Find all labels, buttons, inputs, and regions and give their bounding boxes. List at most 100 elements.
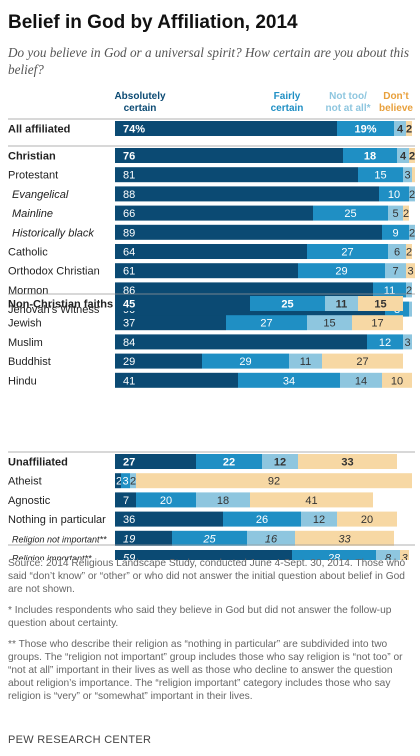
bar-row: Muslim 84 12 3 <box>8 334 412 350</box>
legend: Absolutely certain Fairly certain Not too/… <box>114 91 413 114</box>
data-label: 18 <box>217 495 229 507</box>
data-label: 2 <box>403 208 409 220</box>
data-label: 2 <box>406 247 412 259</box>
data-label: 28 <box>327 553 341 561</box>
bar-segment <box>301 511 337 527</box>
data-label: 27 <box>341 247 353 259</box>
bar-segment <box>115 148 343 163</box>
data-label: 27 <box>260 318 272 330</box>
bar-segment <box>406 263 415 279</box>
bar-segment <box>295 530 394 546</box>
bar-segment <box>250 296 325 311</box>
bar-segment <box>115 282 373 298</box>
data-label: 34 <box>283 375 295 387</box>
bar-segment <box>115 511 223 527</box>
bar-segment <box>136 473 412 489</box>
bar-segment <box>238 372 340 388</box>
data-label: 8 <box>385 553 392 561</box>
bar-segment <box>337 511 397 527</box>
data-label: 64 <box>123 247 135 259</box>
data-label: 7 <box>392 266 398 278</box>
data-label: 27 <box>123 457 135 469</box>
data-label: 19 <box>123 533 135 545</box>
bar-row: Unaffiliated 27 22 12 33 <box>8 454 397 469</box>
category-label: Mainline <box>12 208 53 220</box>
category-label: Unaffiliated <box>8 457 68 469</box>
bar-segment <box>367 334 403 350</box>
data-label: 45 <box>123 299 135 311</box>
data-label: 18 <box>364 151 376 163</box>
bar-segment <box>115 296 250 311</box>
bar-segment <box>115 473 121 489</box>
bar-row: Atheist 2 3 2 92 <box>8 473 412 489</box>
data-label: 41 <box>305 495 317 507</box>
bar-segment <box>340 372 382 388</box>
data-label: 81 <box>123 170 135 182</box>
bar-segment <box>115 334 367 350</box>
data-label: 11 <box>384 285 395 297</box>
category-label: Buddhist <box>8 356 51 368</box>
bar-segment <box>307 244 388 259</box>
chart-title: Belief in God by Affiliation, 2014 <box>8 12 298 33</box>
bar-segment <box>115 372 238 388</box>
bar-segment <box>403 167 412 183</box>
data-label: 7 <box>123 495 129 507</box>
bar-segment <box>115 121 337 136</box>
bar-row: Orthodox Christian 61 29 7 3 <box>8 263 415 279</box>
category-label: Religion not important** <box>12 534 107 544</box>
category-label: Jehovah's Witness <box>8 304 100 316</box>
bar-row: Non-Christian faiths 45 25 11 15 <box>8 296 403 311</box>
bar-segment <box>400 550 409 560</box>
bar-segment <box>115 353 202 369</box>
data-label: 15 <box>374 170 386 182</box>
bar-row: All affiliated 74% 19% 4 2 <box>8 121 412 136</box>
bar-segment <box>292 550 376 560</box>
category-label: Religion important** <box>12 554 92 561</box>
data-label: 11 <box>300 356 311 368</box>
bar-segment <box>376 550 400 560</box>
data-label: 84 <box>123 337 135 349</box>
data-label: 6 <box>394 247 400 259</box>
data-label: 59 <box>123 553 135 561</box>
bar-segment <box>172 530 247 546</box>
bar-segment <box>202 353 289 369</box>
bar-segment <box>115 263 298 279</box>
category-label: Jewish <box>8 318 42 330</box>
data-label: 10 <box>391 375 403 387</box>
stacked-bar-chart: Absolutely certain Fairly certain Not too/… <box>8 91 415 560</box>
bar-segment <box>358 296 403 311</box>
bar-segment <box>337 121 394 136</box>
bar-segment <box>409 224 415 240</box>
data-label: 15 <box>374 299 386 311</box>
bar-row: Nothing in particular 36 26 12 20 <box>8 511 397 527</box>
data-label: 41 <box>123 375 135 387</box>
source-note: Source: 2014 Religious Landscape Study, … <box>8 558 406 595</box>
data-label: 29 <box>335 266 347 278</box>
data-label: 92 <box>268 476 280 488</box>
bar-segment <box>409 148 415 163</box>
bar-segment <box>385 263 406 279</box>
data-label: 5 <box>392 208 398 220</box>
bar-segment <box>247 530 295 546</box>
legend-absolutely-certain: Absolutely certain <box>114 91 166 114</box>
category-label: Orthodox Christian <box>8 266 100 278</box>
data-label: 66 <box>123 208 135 220</box>
bar-segment <box>388 205 403 221</box>
bar-segment <box>196 454 262 469</box>
category-label: Historically black <box>12 227 94 239</box>
data-label: 20 <box>361 514 373 526</box>
category-label: Protestant <box>8 170 58 182</box>
bar-segment <box>115 492 136 508</box>
data-label: 22 <box>223 457 235 469</box>
bar-row: Historically black 89 9 2 <box>12 224 415 240</box>
category-label: Christian <box>8 151 56 163</box>
bar-row: Buddhist 29 29 11 27 <box>8 353 403 369</box>
bar-segment <box>115 224 382 240</box>
bar-segment <box>409 301 412 317</box>
data-label: 16 <box>265 533 278 545</box>
bar-segment <box>307 315 352 331</box>
category-label: Muslim <box>8 337 43 349</box>
bar-row: Religion important** 59 28 8 3 <box>12 550 409 560</box>
bar-segment <box>262 454 298 469</box>
bar-segment <box>397 148 409 163</box>
